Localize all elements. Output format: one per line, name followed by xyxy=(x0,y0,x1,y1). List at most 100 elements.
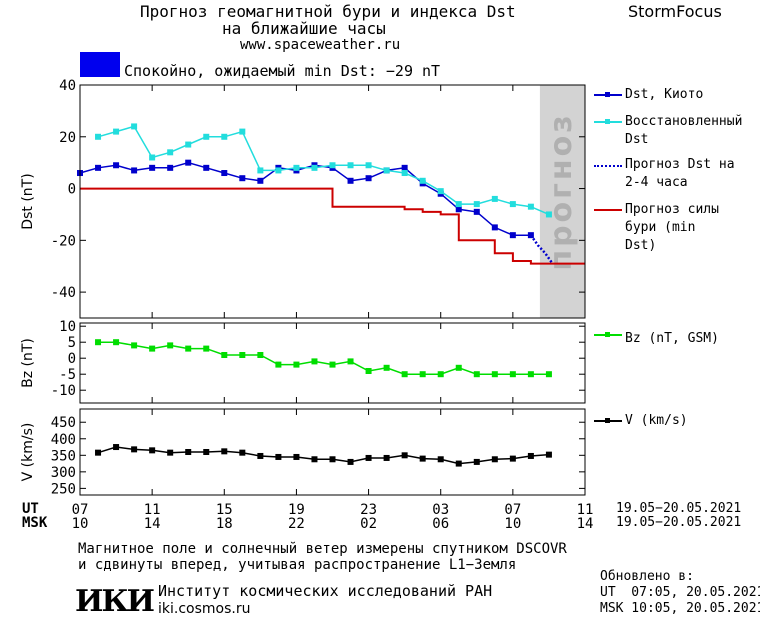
data-point xyxy=(491,224,498,231)
y-tick-label: -5 xyxy=(59,367,76,383)
panel-dst: прогноз 40 20 0 -20 -40 Dst (nT) xyxy=(20,78,586,319)
data-point xyxy=(311,456,318,463)
data-point xyxy=(185,159,192,166)
data-point xyxy=(203,345,210,352)
data-point xyxy=(473,458,480,465)
data-point xyxy=(347,458,354,465)
data-point xyxy=(203,164,210,171)
institute-url[interactable]: iki.cosmos.ru xyxy=(158,601,251,617)
data-point xyxy=(149,447,156,454)
data-point xyxy=(311,358,318,365)
data-point xyxy=(401,452,408,459)
legend-bz-label: Bz (nT, GSM) xyxy=(625,331,719,346)
data-point xyxy=(311,164,318,171)
y-tick-label: 40 xyxy=(59,78,76,94)
data-point xyxy=(347,358,354,365)
ut-tick-label: 11 xyxy=(144,502,161,518)
data-point xyxy=(203,449,210,455)
legend-velocity: V (km/s) xyxy=(625,412,688,430)
data-point xyxy=(383,364,390,371)
data-point xyxy=(185,449,192,455)
data-point xyxy=(401,164,408,171)
y-tick-label: -20 xyxy=(51,233,76,249)
data-point xyxy=(365,454,372,461)
data-point xyxy=(95,339,102,346)
data-point xyxy=(509,232,516,239)
legend-restored-dst-marker xyxy=(605,119,610,124)
ut-tick-label: 11 xyxy=(577,502,594,518)
data-point xyxy=(527,232,534,239)
data-point xyxy=(491,456,498,463)
msk-tick-label: 10 xyxy=(504,516,521,532)
data-point xyxy=(293,361,300,368)
data-point xyxy=(113,339,120,346)
series-line-0 xyxy=(98,341,549,375)
data-point xyxy=(185,141,192,148)
measurement-note-line2: и сдвинуты вперед, учитывая распростране… xyxy=(78,557,517,573)
updated-msk: MSK 10:05, 20.05.2021 xyxy=(600,601,760,616)
series-line-1 xyxy=(97,125,550,216)
data-point xyxy=(221,170,228,177)
y-tick-label: 350 xyxy=(51,448,76,464)
ut-axis-label: UT xyxy=(22,501,39,517)
updated-ut: UT 07:05, 20.05.2021 xyxy=(600,585,760,600)
data-point xyxy=(437,371,444,378)
legend-bz-marker xyxy=(605,332,610,337)
forecast-band xyxy=(539,85,585,318)
legend-restored-dst-label: Восстановленный Dst xyxy=(625,114,743,147)
legend-storm-forecast: Прогноз силы бури (min Dst) xyxy=(625,201,725,255)
series-line-0 xyxy=(97,446,549,465)
measurement-note-line1: Магнитное поле и солнечный ветер измерен… xyxy=(78,541,567,557)
data-point xyxy=(131,342,138,349)
msk-date-range: 19.05−20.05.2021 xyxy=(616,515,742,530)
series-line-0 xyxy=(79,161,531,236)
page-title-line1: Прогноз геомагнитной бури и индекса Dst xyxy=(140,2,516,21)
data-point xyxy=(257,177,264,184)
data-point xyxy=(221,133,228,140)
data-point xyxy=(203,133,210,140)
series-line-3 xyxy=(80,187,585,265)
plot-frame xyxy=(79,322,586,404)
site-url[interactable]: www.spaceweather.ru xyxy=(240,37,401,53)
forecast-band-label: прогноз xyxy=(544,112,579,270)
data-point xyxy=(95,449,102,456)
page-title-line2: на ближайшие часы xyxy=(222,19,386,38)
data-point xyxy=(149,154,156,161)
data-point xyxy=(239,128,246,135)
data-point xyxy=(509,201,516,208)
legend-dst-forecast: Прогноз Dst на 2-4 часа xyxy=(625,156,755,192)
plot-frame xyxy=(79,84,586,319)
data-point xyxy=(401,170,408,177)
data-point xyxy=(95,164,102,171)
data-point xyxy=(275,453,282,460)
data-point xyxy=(347,162,354,169)
data-point xyxy=(419,455,426,462)
data-point xyxy=(365,162,372,169)
status-color-swatch xyxy=(80,52,120,77)
data-point xyxy=(113,128,120,135)
data-point xyxy=(545,371,552,378)
data-point xyxy=(257,452,264,459)
msk-tick-label: 14 xyxy=(144,516,161,532)
msk-tick-label: 06 xyxy=(432,516,449,532)
y-tick-label: -10 xyxy=(51,383,76,399)
status-text: Спокойно, ожидаемый min Dst: −29 nT xyxy=(124,62,441,80)
ut-tick-label: 03 xyxy=(432,502,449,518)
msk-tick-label: 18 xyxy=(216,516,233,532)
data-point xyxy=(293,453,300,460)
data-point xyxy=(329,456,336,463)
legend-bz: Bz (nT, GSM) xyxy=(625,330,719,348)
data-point xyxy=(455,460,462,467)
data-point xyxy=(347,177,354,184)
data-point xyxy=(239,352,246,358)
y-tick-label: -40 xyxy=(51,285,76,301)
data-point xyxy=(239,449,246,456)
data-point xyxy=(275,167,282,174)
msk-tick-label: 10 xyxy=(72,516,89,532)
y-tick-label: 10 xyxy=(59,319,76,335)
data-point xyxy=(221,352,228,358)
data-point xyxy=(473,201,480,208)
legend-dst-kyoto-label: Dst, Киото xyxy=(625,87,704,102)
ut-tick-label: 07 xyxy=(504,502,521,518)
y-axis-label: Bz (nT) xyxy=(20,338,36,388)
